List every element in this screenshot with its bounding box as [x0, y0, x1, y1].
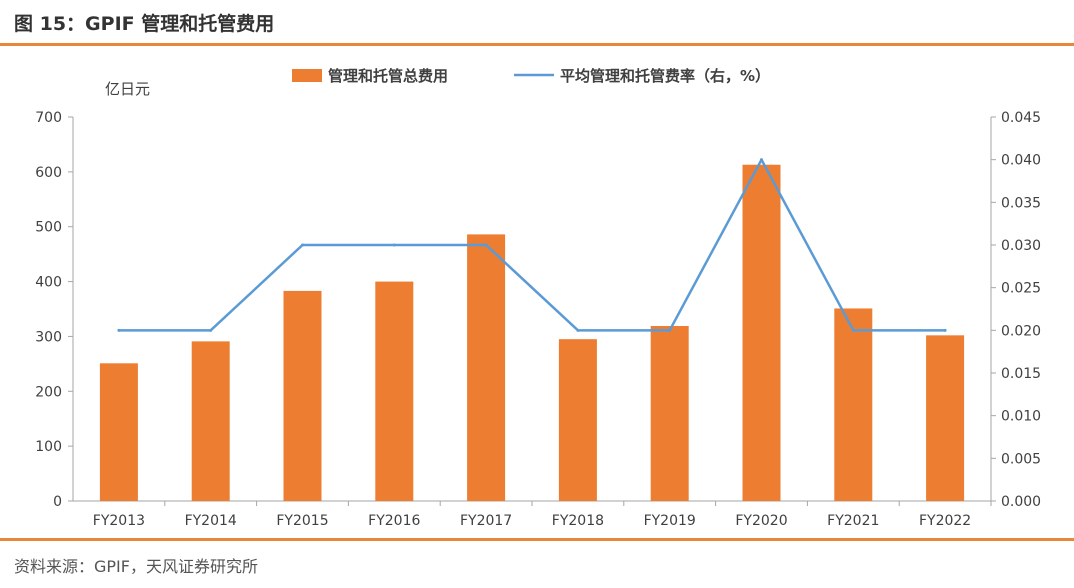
bar-series	[99, 164, 965, 501]
line-point	[943, 328, 947, 332]
right-tick-label: 0.010	[1001, 409, 1041, 425]
right-tick-label: 0.040	[1001, 153, 1041, 169]
line-point	[576, 328, 580, 332]
x-tick-label: FY2016	[368, 513, 420, 529]
line-point	[117, 328, 121, 332]
bar	[834, 308, 873, 501]
chart-legend: 管理和托管总费用 平均管理和托管费率（右，%）	[292, 67, 770, 85]
right-tick-label: 0.030	[1001, 238, 1041, 254]
legend-swatch-bar	[292, 69, 322, 82]
line-series	[117, 158, 947, 332]
right-axis: 0.000 0.005 0.010 0.015 0.020 0.025 0.030 0.035…	[990, 110, 1041, 510]
x-tick-label: FY2020	[735, 513, 787, 529]
left-tick-label: 300	[35, 329, 62, 345]
left-tick-label: 100	[35, 439, 62, 455]
x-tick-label: FY2022	[919, 513, 971, 529]
x-tick-label: FY2021	[827, 513, 879, 529]
x-tick-label: FY2014	[185, 513, 237, 529]
left-tick-label: 400	[35, 275, 62, 291]
bar	[926, 335, 965, 501]
x-axis-labels: FY2013 FY2014 FY2015 FY2016 FY2017 FY2018 FY20…	[93, 501, 992, 529]
source-note: 资料来源：GPIF，天风证券研究所	[14, 557, 258, 576]
line-point	[668, 328, 672, 332]
series-line	[118, 158, 946, 332]
bar	[467, 234, 506, 501]
right-tick-label: 0.045	[1001, 110, 1041, 126]
x-tick-label: FY2015	[276, 513, 328, 529]
right-tick-label: 0.015	[1001, 366, 1041, 382]
footer-divider	[0, 538, 1074, 541]
legend-label-line: 平均管理和托管费率（右，%）	[560, 67, 770, 85]
bar	[742, 164, 781, 501]
right-tick-label: 0.035	[1001, 195, 1041, 211]
line-point	[392, 243, 396, 247]
left-tick-label: 700	[35, 110, 62, 126]
line-point	[851, 328, 855, 332]
line-point	[760, 158, 763, 162]
figure-title: 图 15：GPIF 管理和托管费用	[14, 13, 275, 35]
x-tick-label: FY2017	[460, 513, 512, 529]
right-tick-label: 0.005	[1001, 451, 1041, 467]
bar	[191, 341, 230, 501]
left-tick-label: 0	[53, 494, 62, 510]
left-tick-label: 500	[35, 220, 62, 236]
left-tick-label: 200	[35, 384, 62, 400]
line-point	[484, 243, 488, 247]
title-divider	[0, 43, 1074, 46]
x-tick-label: FY2019	[644, 513, 696, 529]
line-point	[301, 243, 304, 247]
bar	[558, 339, 597, 501]
y-axis-label: 亿日元	[105, 80, 150, 98]
right-tick-label: 0.000	[1001, 494, 1041, 510]
bar	[650, 326, 689, 501]
combo-chart: 管理和托管总费用 平均管理和托管费率（右，%） 亿日元 0 100 200 300 40…	[35, 67, 1041, 529]
line-point	[209, 328, 213, 332]
right-tick-label: 0.025	[1001, 281, 1041, 297]
right-tick-label: 0.020	[1001, 323, 1041, 339]
legend-label-bar: 管理和托管总费用	[328, 67, 448, 85]
bar	[375, 281, 414, 501]
x-tick-label: FY2013	[93, 513, 145, 529]
bar	[99, 363, 138, 501]
bar	[283, 290, 322, 501]
left-tick-label: 600	[35, 165, 62, 181]
x-tick-label: FY2018	[552, 513, 604, 529]
